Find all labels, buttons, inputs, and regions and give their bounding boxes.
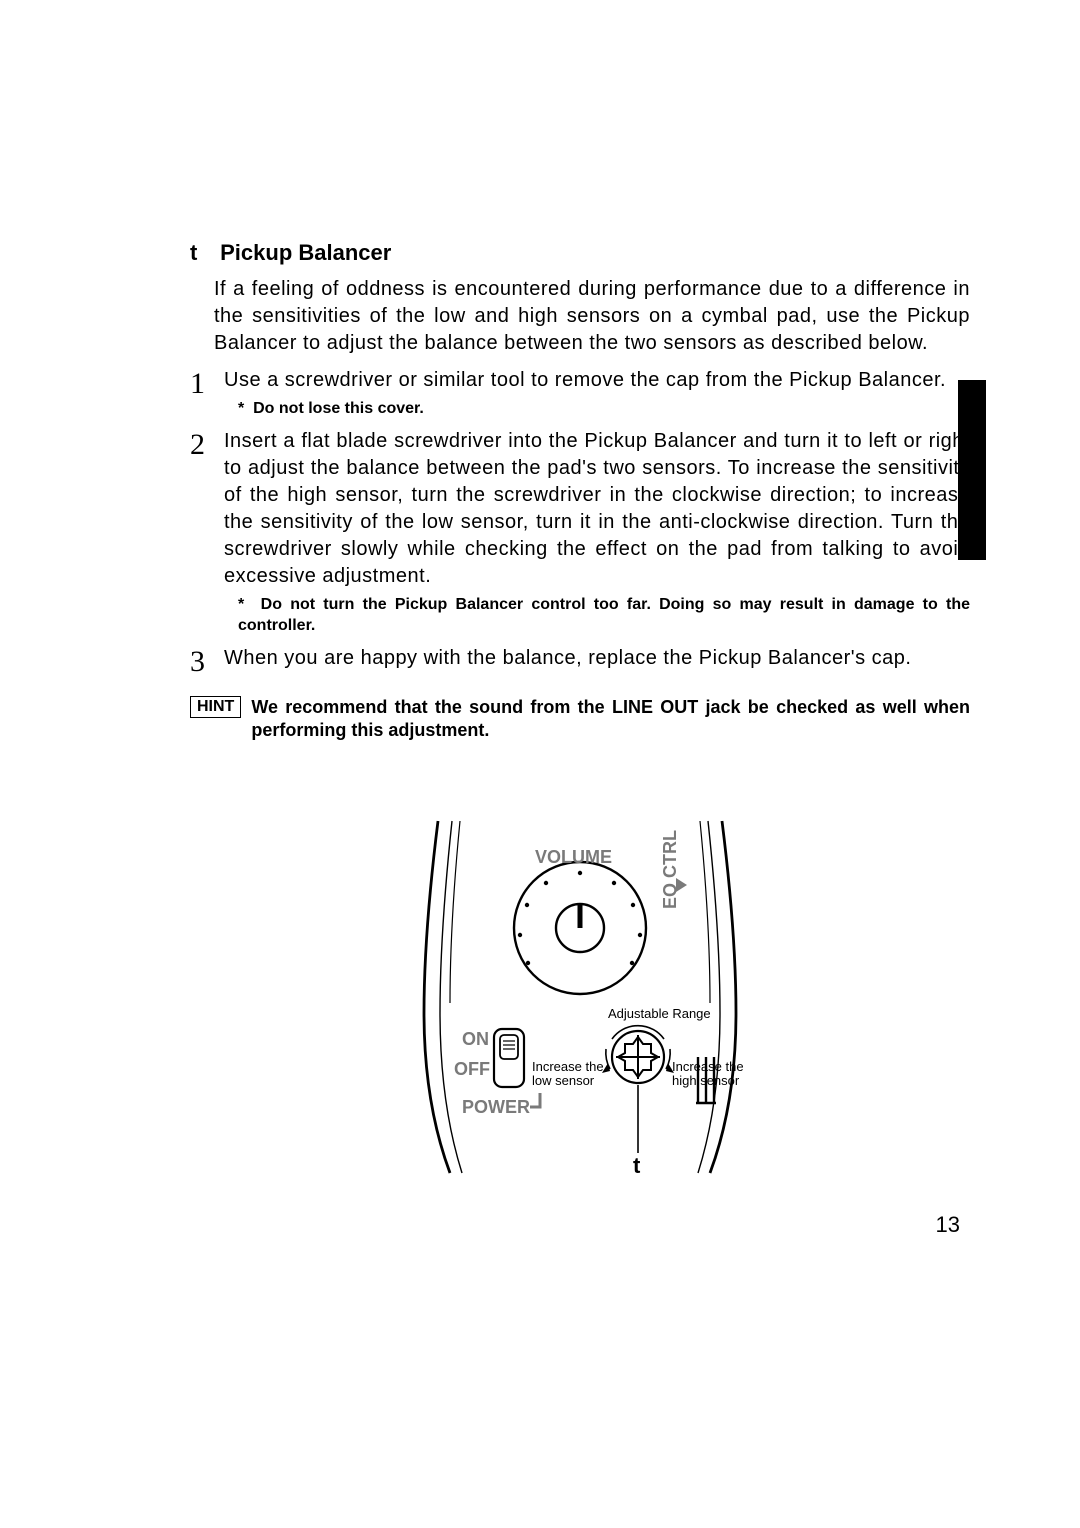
increase-low-label-1: Increase the [532,1059,604,1074]
step-item: 1 Use a screwdriver or similar tool to r… [190,367,970,420]
section-intro: If a feeling of oddness is encountered d… [214,276,970,357]
adjustable-range-label: Adjustable Range [608,1006,711,1021]
power-label: POWER [462,1097,530,1117]
step-number: 2 [190,428,224,637]
step-text: Use a screwdriver or similar tool to rem… [224,369,946,391]
eq-ctrl-label-group: EQ CTRL [660,830,687,909]
step-item: 3 When you are happy with the balance, r… [190,645,970,678]
step-text: Insert a flat blade screwdriver into the… [224,430,970,587]
step-number: 3 [190,645,224,678]
hint-text: We recommend that the sound from the LIN… [251,696,970,743]
power-switch-group [494,1029,524,1087]
eq-ctrl-arrow-icon [676,878,687,892]
section-marker: t [190,240,214,266]
page-number: 13 [936,1212,960,1238]
pickup-balancer-control [602,1025,674,1152]
step-body: Insert a flat blade screwdriver into the… [224,428,970,637]
section-tab [958,380,986,560]
step-footnote: * Do not lose this cover. [238,398,970,420]
manual-page: t Pickup Balancer If a feeling of oddnes… [0,0,1080,1528]
volume-label: VOLUME [535,847,612,867]
hint-block: HINT We recommend that the sound from th… [190,696,970,743]
off-label: OFF [454,1059,490,1079]
step-footnote: * Do not turn the Pickup Balancer contro… [238,594,970,637]
step-number: 1 [190,367,224,420]
volume-knob [514,862,646,994]
jack-lines-icon [696,1057,716,1103]
step-text: When you are happy with the balance, rep… [224,647,911,669]
section-title-text: Pickup Balancer [220,240,391,265]
steps-list: 1 Use a screwdriver or similar tool to r… [190,367,970,678]
increase-high-label-1: Increase the [672,1059,744,1074]
diagram-t-marker: t [633,1153,641,1178]
diagram-container: VOLUME EQ CTRL ON OFF POWER [190,813,970,1193]
step-body: When you are happy with the balance, rep… [224,645,970,678]
controller-diagram: VOLUME EQ CTRL ON OFF POWER [380,813,780,1193]
section-heading: t Pickup Balancer [190,240,970,266]
step-body: Use a screwdriver or similar tool to rem… [224,367,970,420]
power-bracket-icon [530,1093,540,1107]
eq-ctrl-label: EQ CTRL [660,830,680,909]
hint-label: HINT [190,696,241,718]
on-label: ON [462,1029,489,1049]
increase-low-label-2: low sensor [532,1073,595,1088]
step-item: 2 Insert a flat blade screwdriver into t… [190,428,970,637]
